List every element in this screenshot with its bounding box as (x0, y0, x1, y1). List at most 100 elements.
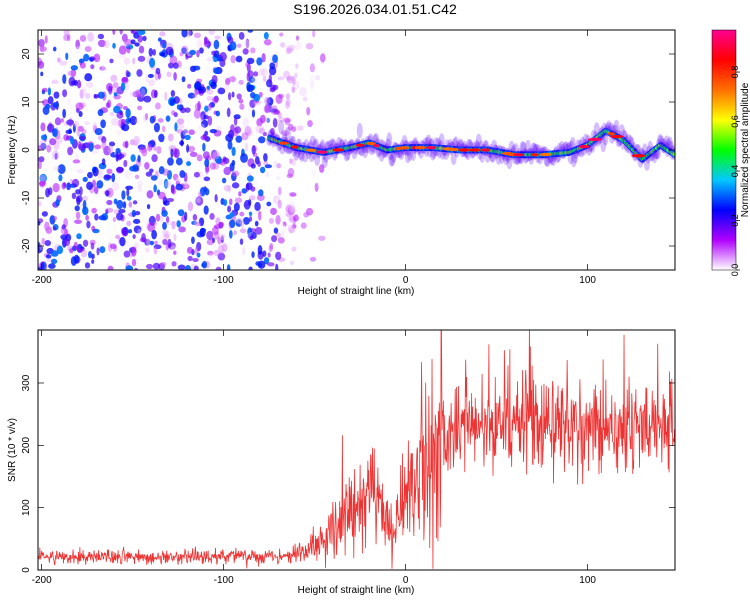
spectrogram-noise-cell (202, 115, 209, 120)
spectrogram-noise-cell (150, 89, 157, 99)
spectrogram-noise-cell (196, 49, 200, 58)
spectrogram-noise-cell (163, 200, 170, 206)
spectrogram-noise-cell (206, 57, 214, 62)
spectrogram-noise-cell (246, 175, 254, 182)
spectrogram-noise-cell (204, 158, 210, 168)
spectrogram-noise-cell (260, 114, 266, 124)
spectrogram-noise-cell (184, 134, 191, 141)
spectrogram-noise-cell (133, 135, 140, 146)
spectrogram-noise-cell (277, 76, 285, 81)
spectrogram-noise-cell (184, 107, 191, 113)
spectrogram-noise-cell (151, 229, 157, 240)
spectrogram-noise-cell (129, 139, 135, 146)
spectrogram-noise-cell (82, 199, 87, 210)
spectrogram-noise-cell (192, 65, 201, 71)
spectrogram-noise-cell (264, 96, 271, 106)
spectrogram-noise-cell (255, 226, 263, 235)
spectrogram-noise-cell (289, 192, 297, 197)
spectrogram-noise-cell (175, 183, 184, 191)
spectrogram-noise-cell (118, 208, 126, 214)
spectrogram-noise-cell (291, 224, 297, 229)
spectrogram-noise-cell (104, 174, 112, 180)
spectrogram-noise-cell (173, 72, 177, 81)
spectrogram-noise-cell (171, 186, 177, 195)
spectrogram-noise-cell (78, 58, 85, 64)
spectrogram-noise-cell (175, 157, 183, 166)
spectrogram-noise-cell (214, 155, 222, 164)
spectrogram-noise-cell (179, 51, 184, 57)
spectrogram-noise-cell (142, 113, 148, 123)
spectrogram-signal-peak (578, 145, 590, 149)
spectrogram-noise-cell (303, 211, 310, 218)
spectrogram-noise-cell (281, 130, 290, 136)
snr-y-tick-label: 200 (21, 437, 32, 454)
spectrogram-noise-cell (285, 93, 291, 100)
spectrogram-noise-cell (262, 131, 267, 137)
spectrogram-noise-cell (134, 174, 140, 180)
spectrogram-noise-cell (159, 215, 164, 223)
spectrogram-halo-cell (356, 122, 363, 139)
spectrogram-noise-cell (168, 145, 177, 153)
spectrogram-noise-cell (202, 151, 210, 160)
spectrogram-noise-cell (226, 107, 231, 118)
spectrogram-noise-cell (135, 117, 140, 125)
spectrogram-noise-cell (231, 146, 236, 157)
spectrogram-noise-cell (45, 225, 53, 233)
spectrogram-noise-cell (133, 225, 142, 234)
spectrogram-noise-cell (188, 30, 193, 36)
spectrogram-halo-cell (506, 155, 513, 170)
spectrogram-noise-cell (309, 63, 316, 73)
spectrogram-x-tick-label: 100 (579, 275, 596, 286)
spectrogram-noise-cell (181, 30, 188, 38)
spectrogram-noise-cell (149, 57, 156, 68)
spectrogram-noise-cell (193, 109, 201, 119)
spectrogram-noise-cell (96, 247, 100, 256)
spectrogram-noise-cell (246, 57, 255, 65)
spectrogram-noise-cell (115, 147, 121, 154)
spectrogram-noise-cell (236, 93, 242, 100)
spectrogram-noise-cell (217, 252, 226, 261)
spectrogram-noise-cell (161, 209, 168, 217)
spectrogram-noise-cell (123, 57, 130, 65)
spectrogram-noise-cell (284, 103, 288, 110)
spectrogram-halo-cell (314, 152, 321, 166)
spectrogram-noise-cell (84, 73, 93, 82)
spectrogram-noise-cell (157, 118, 164, 123)
spectrogram-noise-cell (255, 124, 264, 134)
spectrogram-noise-cell (149, 115, 155, 124)
spectrogram-noise-cell (123, 81, 130, 91)
spectrogram-noise-cell (206, 88, 214, 95)
spectrogram-noise-cell (91, 225, 96, 232)
spectrogram-noise-cell (119, 30, 123, 35)
spectrogram-noise-cell (251, 76, 259, 84)
spectrogram-noise-cell (228, 230, 233, 239)
spectrogram-noise-cell (266, 117, 270, 123)
spectrogram-noise-cell (227, 140, 233, 150)
spectrogram-noise-cell (242, 39, 251, 48)
spectrogram-noise-cell (131, 258, 137, 267)
spectrogram-noise-cell (91, 149, 99, 155)
spectrogram-noise-cell (97, 39, 106, 48)
spectrogram-noise-cell (130, 154, 136, 163)
spectrogram-noise-cell (47, 187, 53, 196)
spectrogram-noise-cell (121, 123, 130, 132)
spectrogram-noise-cell (106, 168, 113, 175)
spectrogram-noise-cell (53, 215, 58, 221)
spectrogram-noise-cell (197, 100, 201, 111)
spectrogram-noise-cell (286, 75, 295, 84)
spectrogram-noise-cell (78, 143, 86, 151)
spectrogram-noise-cell (235, 135, 243, 143)
spectrogram-noise-cell (273, 195, 281, 205)
spectrogram-noise-cell (256, 193, 265, 202)
snr-y-tick-label: 100 (21, 499, 32, 516)
spectrogram-noise-cell (125, 117, 131, 125)
spectrogram-noise-cell (250, 47, 256, 54)
spectrogram-noise-cell (38, 262, 42, 268)
spectrogram-noise-cell (211, 96, 219, 104)
spectrogram-noise-cell (228, 129, 235, 139)
spectrogram-noise-cell (209, 212, 215, 220)
spectrogram-signal-peak (480, 148, 491, 152)
spectrogram-noise-cell (293, 214, 299, 222)
spectrogram-noise-cell (275, 197, 280, 207)
spectrogram-noise-cell (73, 120, 79, 129)
